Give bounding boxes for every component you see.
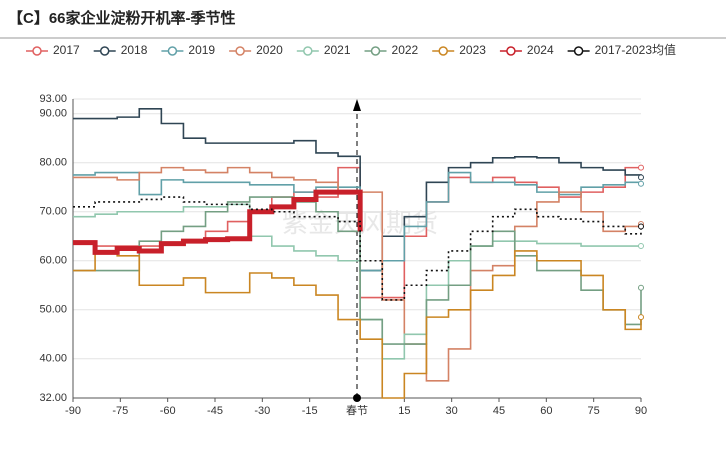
x-tick-label: -90	[65, 405, 81, 417]
end-marker	[638, 223, 644, 230]
y-tick-label: 93.00	[39, 93, 67, 105]
x-tick-label: -15	[302, 405, 318, 417]
legend-marker	[438, 46, 448, 56]
legend-label: 2017-2023均值	[595, 42, 676, 57]
legend-marker	[370, 46, 381, 56]
end-marker	[638, 164, 644, 171]
chart-title: 【C】66家企业淀粉开机率-季节性	[8, 9, 236, 27]
y-tick-label: 90.00	[39, 108, 67, 120]
x-tick-label: 30	[446, 405, 458, 417]
x-tick-label: 90	[635, 405, 647, 417]
legend-label: 2019	[188, 43, 215, 57]
end-marker	[638, 180, 644, 187]
legend-marker	[235, 46, 245, 56]
festival-arrow	[353, 99, 361, 111]
legend-label: 2023	[459, 43, 486, 57]
y-tick-label: 50.00	[39, 304, 67, 316]
y-tick-label: 32.00	[39, 392, 67, 404]
x-tick-label: -45	[207, 405, 223, 417]
legend-label: 2021	[324, 43, 351, 57]
legend-label: 2018	[121, 43, 148, 57]
festival-dot	[353, 394, 361, 402]
series-line	[73, 250, 642, 399]
x-tick-label: -60	[160, 405, 176, 417]
series-line	[73, 166, 642, 382]
series-line	[73, 196, 642, 345]
legend-marker	[303, 46, 313, 56]
legend-marker	[573, 46, 584, 56]
x-tick-label: 45	[493, 405, 505, 417]
x-tick-label: 75	[588, 405, 600, 417]
x-tick-label: 春节	[346, 404, 368, 417]
x-tick-label: 60	[540, 405, 552, 417]
legend-label: 2020	[256, 43, 283, 57]
x-tick-label: -75	[112, 405, 128, 417]
end-marker	[638, 314, 644, 321]
legend-marker	[167, 46, 178, 56]
end-marker	[638, 243, 644, 250]
legend-marker	[99, 46, 110, 56]
series-line	[73, 196, 642, 301]
y-tick-label: 70.00	[39, 206, 67, 218]
series-line	[73, 189, 363, 255]
end-marker	[638, 174, 644, 181]
legend-marker	[32, 46, 42, 56]
y-tick-label: 80.00	[39, 157, 67, 169]
x-tick-label: -30	[254, 405, 270, 417]
y-tick-label: 60.00	[39, 255, 67, 267]
end-marker	[638, 284, 644, 291]
legend-marker	[506, 46, 516, 56]
legend-label: 2024	[527, 43, 554, 57]
legend-label: 2022	[392, 43, 419, 57]
legend-label: 2017	[53, 43, 80, 57]
x-tick-label: 15	[398, 405, 410, 417]
y-tick-label: 40.00	[39, 353, 67, 365]
